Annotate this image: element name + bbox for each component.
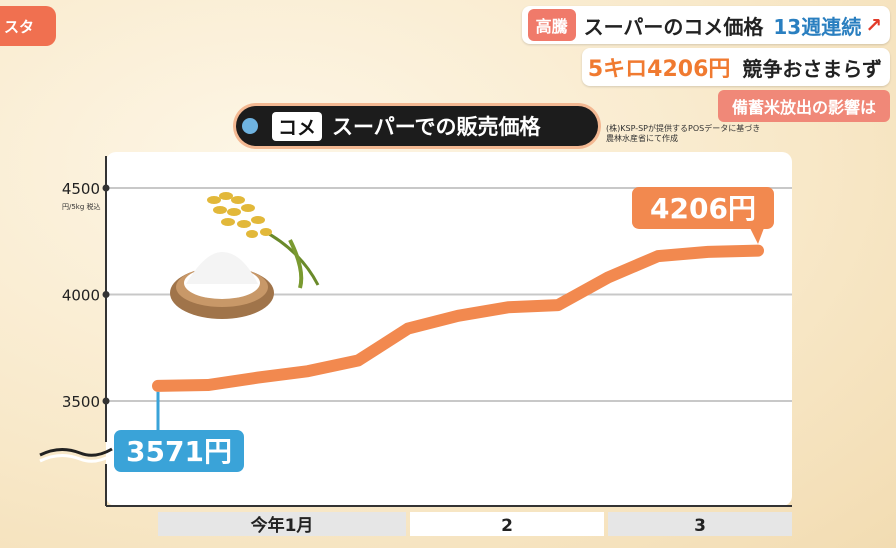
- y-tick-label: 4500: [62, 180, 100, 198]
- x-category-box: [158, 512, 406, 536]
- chart-title: コメ スーパーでの販売価格: [236, 106, 598, 146]
- x-category-label: 3: [694, 516, 706, 536]
- x-category-label: 今年1月: [251, 515, 314, 536]
- headline-text: スーパーのコメ価格: [583, 14, 764, 39]
- x-category-box: [410, 512, 604, 536]
- title-dot-icon: [242, 118, 258, 134]
- source-note: (株)KSP-SPが提供するPOSデータに基づき 農林水産省にて作成: [606, 124, 760, 144]
- rice-bowl-icon: [170, 252, 274, 319]
- x-category-box: [608, 512, 792, 536]
- source-line1: (株)KSP-SPが提供するPOSデータに基づき: [606, 124, 761, 133]
- last-label-box: [632, 187, 774, 229]
- x-category-label: 2: [501, 516, 513, 536]
- first-label-text: 3571円: [126, 435, 232, 468]
- y-tick-label: 4000: [62, 287, 100, 305]
- chart-title-badge: コメ: [272, 111, 323, 141]
- headline-tag: 高騰: [527, 9, 576, 41]
- headline-line1: 高騰 スーパーのコメ価格 13週連続 ↗: [521, 6, 890, 44]
- last-label-pointer: [750, 228, 764, 244]
- headline-banner: 高騰 スーパーのコメ価格 13週連続 ↗ 5キロ4206円 競争おさまらず 備蓄…: [521, 6, 890, 126]
- up-arrow-icon: ↗: [865, 13, 882, 37]
- axis-break-gap: [39, 453, 113, 463]
- headline-accent: 13週連続: [773, 14, 862, 39]
- headline-subline: 備蓄米放出の影響は: [717, 90, 890, 122]
- headline-price: 5キロ4206円: [587, 57, 731, 82]
- headline-line2: 5キロ4206円 競争おさまらず: [581, 48, 890, 86]
- first-label-box: [114, 430, 244, 472]
- source-line2: 農林水産省にて作成: [606, 134, 678, 143]
- last-label-text: 4206円: [650, 192, 756, 225]
- rice-stalk-icon: [207, 192, 320, 289]
- y-tick-label: 3500: [62, 393, 100, 411]
- chart-title-text: スーパーでの販売価格: [332, 115, 541, 139]
- y-axis-unit: 円/5kg 税込: [62, 202, 101, 211]
- headline-line2-text: 競争おさまらず: [742, 56, 882, 81]
- axis-break-mark: [39, 447, 113, 457]
- corner-program-tag: スタ: [0, 6, 56, 46]
